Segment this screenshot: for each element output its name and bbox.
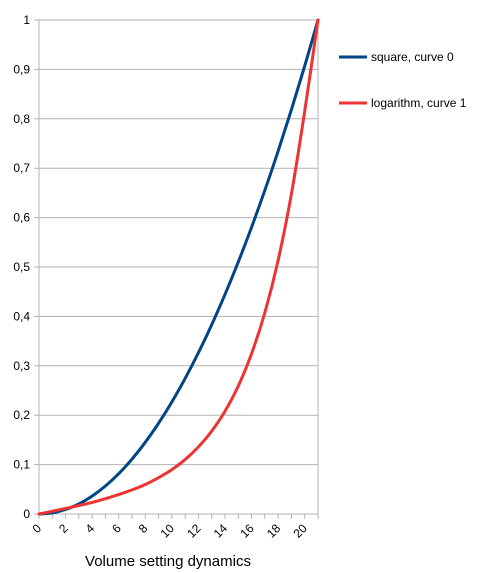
legend-label-1: logarithm, curve 1 <box>371 96 467 110</box>
y-tick-label: 0,8 <box>13 112 30 126</box>
x-tick-label: 20 <box>290 521 310 541</box>
x-tick-label: 2 <box>56 521 71 536</box>
series-lines <box>37 18 320 516</box>
y-tick-label: 1 <box>23 13 30 27</box>
series-line-1 <box>37 18 320 516</box>
series-line-0 <box>37 18 320 516</box>
y-tick-label: 0,5 <box>13 260 30 274</box>
x-axis-label: Volume setting dynamics <box>85 553 251 570</box>
x-tick-label: 10 <box>158 521 178 541</box>
x-tick-label: 4 <box>83 521 98 536</box>
legend: square, curve 0 logarithm, curve 1 <box>339 50 467 110</box>
grid-lines <box>39 19 318 515</box>
y-tick-label: 0,7 <box>13 161 30 175</box>
x-tick-label: 16 <box>237 521 257 541</box>
x-tick-label: 12 <box>184 521 204 541</box>
x-axis-ticks: 0 2 4 6 8 10 12 14 16 18 20 <box>29 514 319 541</box>
y-tick-label: 0,4 <box>13 309 30 323</box>
legend-label-0: square, curve 0 <box>371 50 454 64</box>
x-tick-label: 0 <box>29 521 44 536</box>
x-tick-label: 8 <box>136 521 151 536</box>
y-tick-label: 0,3 <box>13 359 30 373</box>
x-tick-label: 18 <box>264 521 284 541</box>
x-tick-label: 6 <box>109 521 124 536</box>
y-tick-label: 0,9 <box>13 62 30 76</box>
y-axis-ticks: 0 0,1 0,2 0,3 0,4 0,5 0,6 0,7 0,8 0,9 1 <box>13 13 39 521</box>
y-tick-label: 0,6 <box>13 211 30 225</box>
y-tick-label: 0,1 <box>13 458 30 472</box>
x-tick-label: 14 <box>211 521 231 541</box>
y-tick-label: 0,2 <box>13 408 30 422</box>
y-tick-label: 0 <box>23 507 30 521</box>
